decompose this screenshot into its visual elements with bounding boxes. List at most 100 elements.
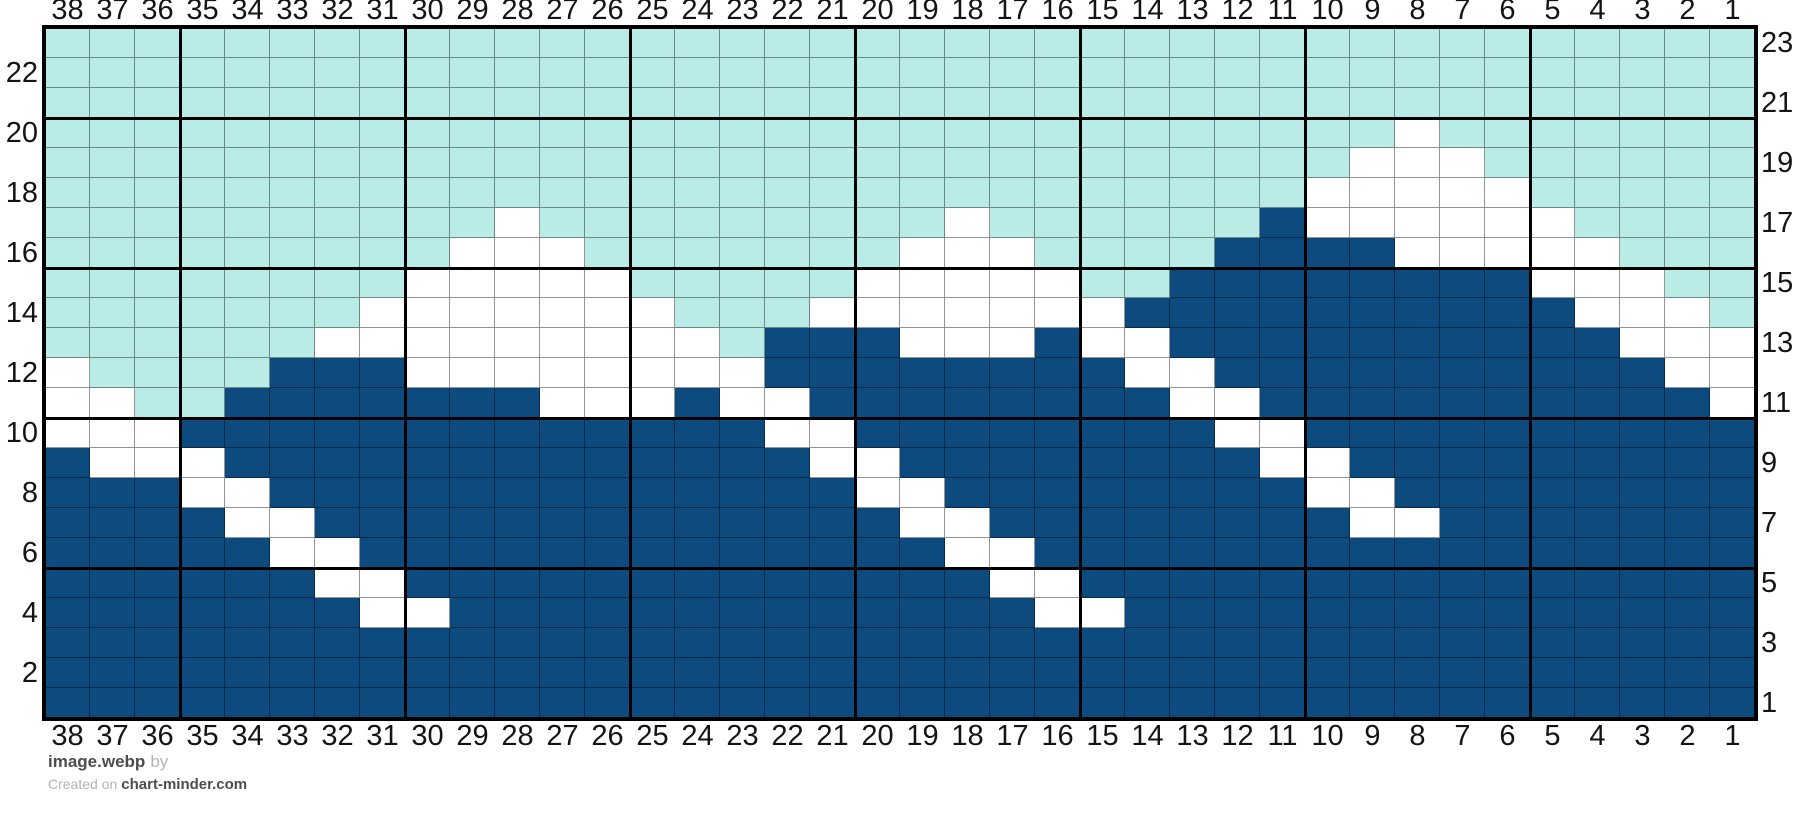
grid-cell [225, 238, 270, 268]
grid-cell [675, 688, 720, 718]
grid-cell [1170, 688, 1215, 718]
grid-cell [1395, 688, 1440, 718]
grid-cell [1530, 598, 1575, 628]
grid-cell [720, 688, 765, 718]
grid-cell [405, 418, 450, 448]
grid-cell [990, 658, 1035, 688]
grid-cell [900, 58, 945, 88]
grid-cell [585, 58, 630, 88]
grid-cell [1035, 388, 1080, 418]
grid-cell [1395, 298, 1440, 328]
grid-cell [1035, 28, 1080, 58]
grid-cell [1620, 58, 1665, 88]
grid-cell [180, 238, 225, 268]
grid-cell [315, 148, 360, 178]
grid-cell [990, 388, 1035, 418]
row-label-left: 2 [21, 656, 38, 689]
grid-cell [225, 268, 270, 298]
grid-cell [1575, 568, 1620, 598]
grid-cell [810, 358, 855, 388]
grid-cell [1485, 208, 1530, 238]
grid-cell [45, 568, 90, 598]
grid-cell [1215, 208, 1260, 238]
grid-cell [585, 298, 630, 328]
grid-cell [540, 418, 585, 448]
grid-cell [1440, 328, 1485, 358]
grid-cell [45, 28, 90, 58]
grid-cell [900, 688, 945, 718]
grid-cell [675, 388, 720, 418]
grid-cell [810, 208, 855, 238]
grid-cell [990, 238, 1035, 268]
grid-cell [1395, 238, 1440, 268]
grid-cell [90, 418, 135, 448]
grid-cell [90, 28, 135, 58]
grid-cell [1710, 448, 1755, 478]
grid-cell [1485, 478, 1530, 508]
grid-cell [1035, 688, 1080, 718]
grid-cell [990, 448, 1035, 478]
grid-cell [270, 658, 315, 688]
grid-cell [1485, 538, 1530, 568]
grid-cell [495, 538, 540, 568]
column-label-bottom: 6 [1499, 720, 1516, 752]
grid-cell [1710, 58, 1755, 88]
grid-cell [945, 538, 990, 568]
grid-cell [270, 508, 315, 538]
grid-cell [1620, 538, 1665, 568]
grid-cell [675, 508, 720, 538]
grid-cell [45, 448, 90, 478]
grid-cell [675, 88, 720, 118]
grid-cell [855, 118, 900, 148]
grid-cell [360, 598, 405, 628]
column-label-top: 25 [636, 0, 669, 26]
grid-cell [45, 658, 90, 688]
grid-cell [1710, 508, 1755, 538]
grid-cell [270, 628, 315, 658]
grid-cell [1710, 418, 1755, 448]
grid-cell [1080, 88, 1125, 118]
grid-cell [945, 628, 990, 658]
grid-cell [450, 508, 495, 538]
grid-cell [1170, 178, 1215, 208]
grid-cell [1395, 268, 1440, 298]
grid-cell [855, 238, 900, 268]
grid-cell [495, 268, 540, 298]
grid-cell [855, 58, 900, 88]
grid-cell [675, 238, 720, 268]
grid-cell [540, 448, 585, 478]
grid-cell [1215, 28, 1260, 58]
grid-cell [1530, 148, 1575, 178]
column-label-top: 38 [51, 0, 84, 26]
grid-cell [1260, 298, 1305, 328]
grid-cell [45, 388, 90, 418]
grid-cell [45, 238, 90, 268]
grid-cell [225, 58, 270, 88]
column-label-bottom: 16 [1041, 720, 1074, 752]
grid-cell [270, 148, 315, 178]
column-label-bottom: 14 [1131, 720, 1164, 752]
grid-cell [180, 628, 225, 658]
grid-cell [585, 478, 630, 508]
grid-cell [810, 298, 855, 328]
grid-cell [90, 268, 135, 298]
grid-cell [180, 58, 225, 88]
grid-cell [1530, 358, 1575, 388]
grid-cell [1080, 568, 1125, 598]
column-label-bottom: 8 [1409, 720, 1426, 752]
grid-cell [135, 268, 180, 298]
grid-cell [270, 238, 315, 268]
grid-cell [1665, 118, 1710, 148]
grid-cell [360, 568, 405, 598]
grid-cell [180, 268, 225, 298]
grid-cell [1080, 148, 1125, 178]
grid-cell [45, 178, 90, 208]
grid-cell [945, 28, 990, 58]
grid-cell [630, 268, 675, 298]
grid-cell [540, 328, 585, 358]
grid-cell [1170, 598, 1215, 628]
grid-cell [855, 418, 900, 448]
grid-cell [855, 538, 900, 568]
grid-cell [180, 688, 225, 718]
column-label-bottom: 37 [96, 720, 129, 752]
